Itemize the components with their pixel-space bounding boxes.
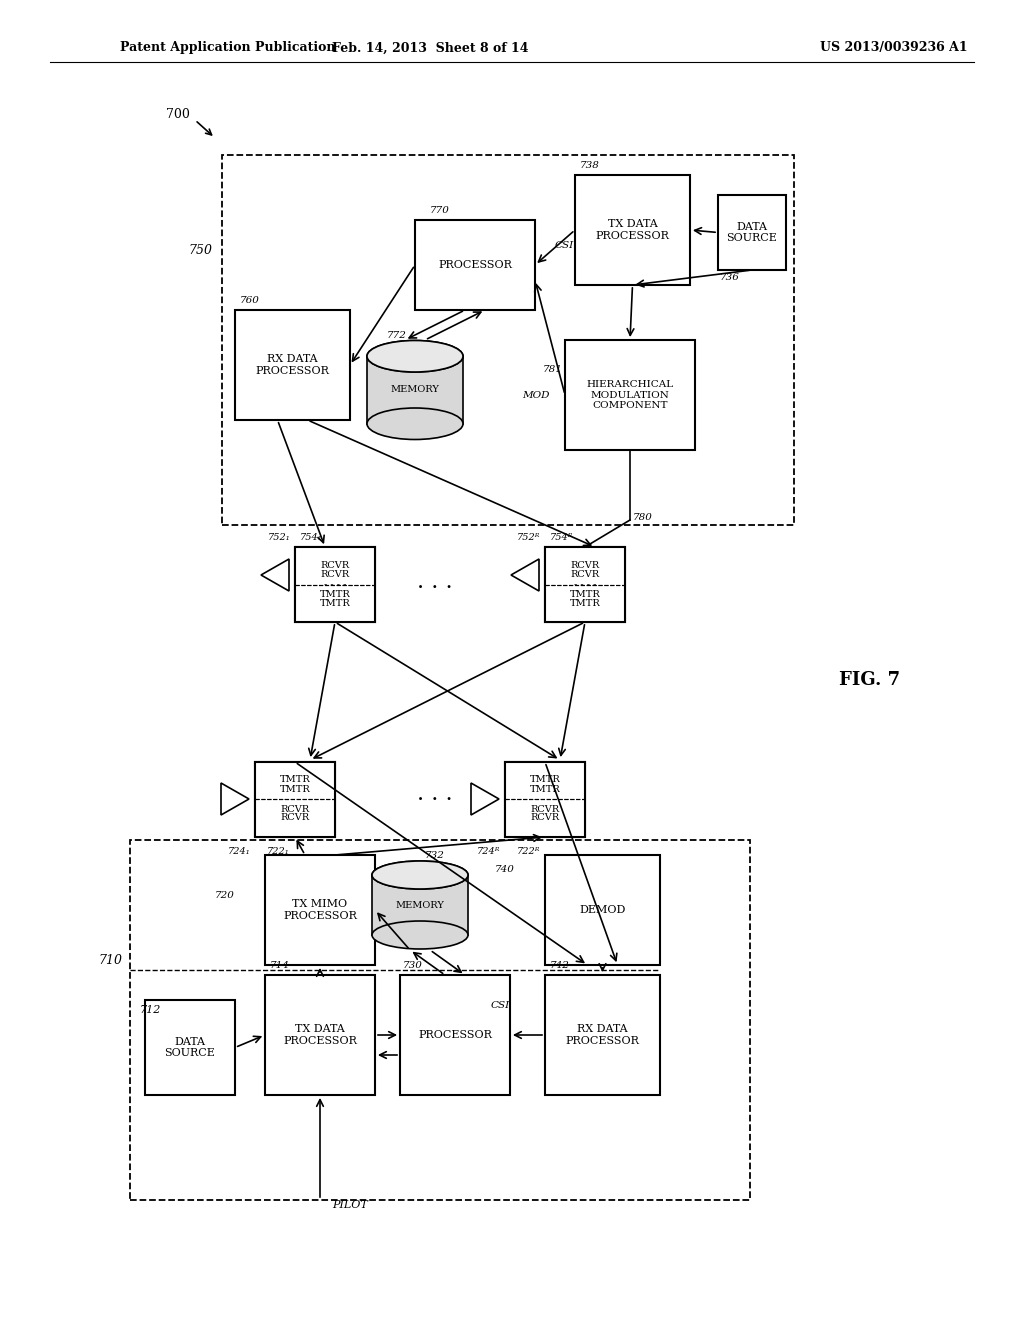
Bar	[295, 546, 375, 622]
Text: RCVR: RCVR	[281, 813, 309, 822]
Text: 772: 772	[387, 331, 407, 341]
Text: TMTR: TMTR	[569, 599, 600, 607]
Bar	[222, 154, 794, 525]
Text: 722₁: 722₁	[267, 847, 290, 855]
Text: TMTR
- - - -
RCVR: TMTR - - - - RCVR	[529, 784, 560, 814]
Bar	[545, 546, 625, 622]
Text: PROCESSOR: PROCESSOR	[418, 1030, 492, 1040]
Text: 781: 781	[543, 366, 563, 375]
Bar	[265, 855, 375, 965]
Text: 714: 714	[270, 961, 290, 970]
Ellipse shape	[367, 341, 463, 372]
Bar	[545, 975, 660, 1096]
Bar	[265, 975, 375, 1096]
Text: 754ᴿ: 754ᴿ	[550, 533, 573, 543]
Text: RX DATA
PROCESSOR: RX DATA PROCESSOR	[565, 1024, 639, 1045]
Text: MOD: MOD	[522, 391, 550, 400]
Text: MEMORY: MEMORY	[395, 900, 444, 909]
Text: 740: 740	[496, 865, 515, 874]
Text: 720: 720	[215, 891, 234, 899]
Text: HIERARCHICAL
MODULATION
COMPONENT: HIERARCHICAL MODULATION COMPONENT	[587, 380, 674, 411]
Text: 770: 770	[430, 206, 450, 215]
Ellipse shape	[367, 408, 463, 440]
Polygon shape	[471, 783, 499, 814]
Polygon shape	[221, 783, 249, 814]
Text: RCVR: RCVR	[570, 561, 600, 570]
Text: TMTR: TMTR	[529, 776, 560, 784]
Bar	[575, 176, 690, 285]
Text: MEMORY: MEMORY	[390, 385, 439, 395]
Bar	[234, 310, 350, 420]
Text: 736: 736	[720, 273, 740, 282]
Bar	[255, 762, 335, 837]
Text: 738: 738	[580, 161, 600, 170]
Bar	[505, 762, 585, 837]
Text: RCVR
- - - -
TMTR: RCVR - - - - TMTR	[569, 570, 600, 599]
Text: 712: 712	[140, 1005, 162, 1015]
Bar	[145, 1001, 234, 1096]
Text: RCVR: RCVR	[321, 561, 349, 570]
Text: 710: 710	[98, 953, 122, 966]
Text: DEMOD: DEMOD	[580, 906, 626, 915]
Text: 732: 732	[425, 851, 444, 861]
Bar	[367, 356, 463, 424]
Bar	[130, 840, 750, 1200]
Text: PROCESSOR: PROCESSOR	[438, 260, 512, 271]
Text: PILOT: PILOT	[332, 1200, 368, 1210]
Ellipse shape	[372, 861, 468, 888]
Ellipse shape	[367, 341, 463, 372]
Text: 724ᴿ: 724ᴿ	[476, 847, 500, 855]
Bar	[255, 762, 335, 837]
Text: TX DATA
PROCESSOR: TX DATA PROCESSOR	[596, 219, 670, 240]
Bar	[400, 975, 510, 1096]
Text: 724₁: 724₁	[227, 847, 250, 855]
Bar	[545, 855, 660, 965]
Text: FIG. 7: FIG. 7	[840, 671, 900, 689]
Text: 742: 742	[550, 961, 570, 970]
Text: 722ᴿ: 722ᴿ	[517, 847, 541, 855]
Text: 780: 780	[633, 513, 653, 521]
Text: TX DATA
PROCESSOR: TX DATA PROCESSOR	[283, 1024, 357, 1045]
Text: Feb. 14, 2013  Sheet 8 of 14: Feb. 14, 2013 Sheet 8 of 14	[332, 41, 528, 54]
Text: 752₁: 752₁	[267, 533, 290, 543]
Text: RCVR: RCVR	[530, 813, 559, 822]
Text: · · ·: · · ·	[417, 577, 453, 599]
Bar	[565, 341, 695, 450]
Text: RX DATA
PROCESSOR: RX DATA PROCESSOR	[256, 354, 330, 376]
Text: US 2013/0039236 A1: US 2013/0039236 A1	[820, 41, 968, 54]
Bar	[372, 875, 468, 935]
Text: 730: 730	[403, 961, 423, 970]
Polygon shape	[261, 558, 289, 591]
Text: DATA
SOURCE: DATA SOURCE	[727, 222, 777, 243]
Text: TMTR: TMTR	[280, 776, 310, 784]
Text: TX MIMO
PROCESSOR: TX MIMO PROCESSOR	[283, 899, 357, 921]
Bar	[545, 546, 625, 622]
Ellipse shape	[372, 861, 468, 888]
Ellipse shape	[372, 921, 468, 949]
Text: CSI: CSI	[490, 1001, 510, 1010]
Bar	[718, 195, 786, 271]
Polygon shape	[511, 558, 539, 591]
Text: RCVR
- - - -
TMTR: RCVR - - - - TMTR	[319, 570, 350, 599]
Bar	[415, 220, 535, 310]
Text: TMTR: TMTR	[319, 599, 350, 607]
Text: 754₁: 754₁	[300, 533, 323, 543]
Bar	[295, 546, 375, 622]
Text: 750: 750	[188, 243, 212, 256]
Text: CSI: CSI	[555, 240, 574, 249]
Text: 752ᴿ: 752ᴿ	[517, 533, 540, 543]
Bar	[505, 762, 585, 837]
Text: DATA
SOURCE: DATA SOURCE	[165, 1036, 215, 1059]
Text: · · ·: · · ·	[417, 789, 453, 810]
Text: 700: 700	[166, 108, 189, 121]
Text: Patent Application Publication: Patent Application Publication	[120, 41, 336, 54]
Text: 760: 760	[240, 296, 260, 305]
Text: TMTR
- - - -
RCVR: TMTR - - - - RCVR	[280, 784, 310, 814]
